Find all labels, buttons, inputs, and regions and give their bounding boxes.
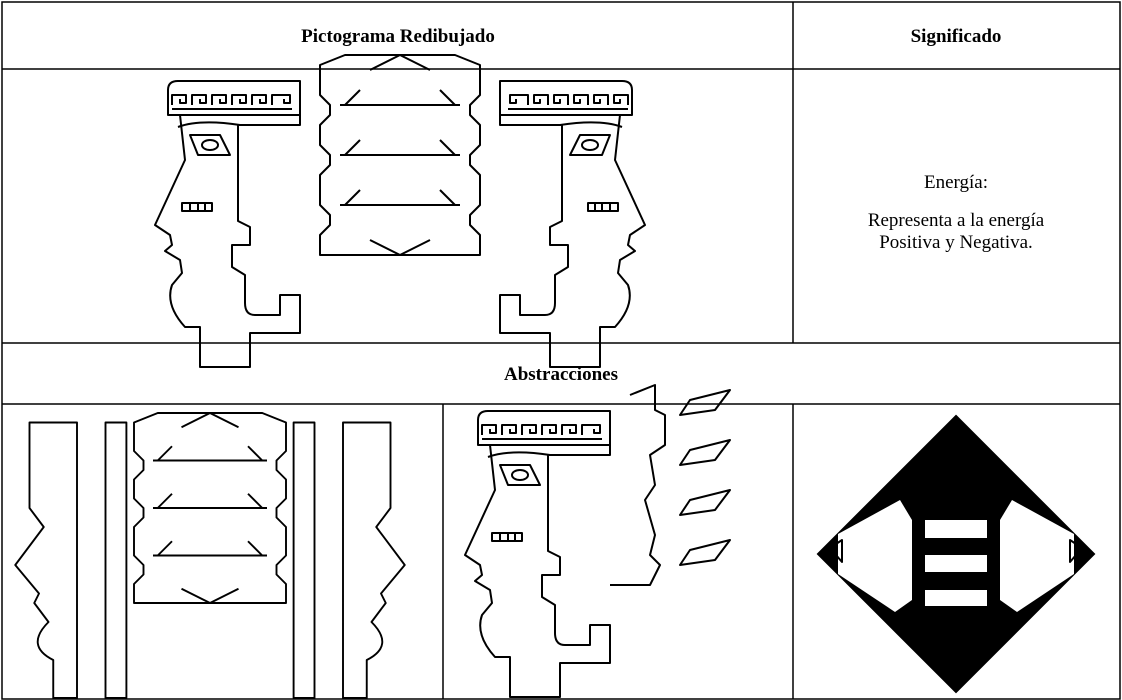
abstraction-1 [14, 412, 406, 699]
abstraction-2 [464, 384, 731, 698]
meaning-title: Energía: [924, 172, 988, 193]
meaning-line: Representa a la energía [868, 210, 1045, 231]
header-cell: Pictograma Redibujado [301, 26, 495, 47]
pictogram [154, 54, 646, 368]
meaning-line: Positiva y Negativa. [879, 232, 1033, 253]
header-cell: Significado [911, 26, 1002, 47]
abstraction-3 [816, 414, 1096, 694]
section-header: Abstracciones [504, 364, 618, 385]
